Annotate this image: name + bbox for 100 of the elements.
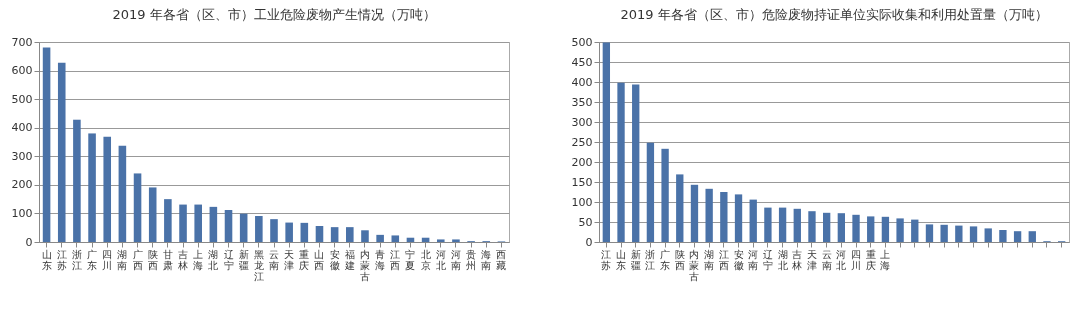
bar [896, 218, 904, 242]
y-tick-label: 50 [578, 215, 593, 229]
x-tick-label: 宁夏 [405, 248, 416, 271]
bar [376, 234, 384, 242]
bar [239, 213, 248, 242]
bar [133, 173, 142, 242]
bar [676, 174, 684, 242]
y-tick-label: 450 [571, 55, 593, 69]
chart-title: 2019 年各省（区、市）工业危险废物产生情况（万吨） [112, 7, 436, 22]
bar [764, 207, 772, 242]
x-tick-label: 重庆 [299, 248, 310, 271]
bar [808, 211, 816, 242]
x-tick-label: 江西 [718, 248, 729, 271]
x-tick-label: 青海 [375, 248, 386, 271]
x-tick-label: 天津 [806, 248, 817, 271]
y-tick-label: 200 [571, 155, 593, 169]
x-tick-label: 湖南 [704, 248, 715, 271]
bar [822, 212, 831, 242]
bar [1013, 231, 1022, 242]
x-tick-label: 上海 [880, 248, 891, 271]
x-tick-label: 辽宁 [762, 248, 773, 271]
y-tick-label: 700 [11, 35, 33, 49]
bar [911, 219, 919, 242]
x-tick-label: 甘肃 [162, 248, 173, 271]
x-tick-label: 西藏 [496, 248, 507, 271]
bar [690, 184, 699, 242]
x-tick-label: 浙江 [645, 248, 656, 271]
x-tick-label: 陕西 [674, 248, 685, 271]
y-tick-label: 150 [571, 175, 593, 189]
bar [73, 119, 81, 242]
x-tick-label: 山东 [41, 248, 52, 271]
x-tick-label: 陕西 [147, 248, 158, 271]
x-tick-label: 河北 [435, 248, 446, 271]
x-tick-label: 重庆 [865, 248, 876, 271]
bar [940, 224, 948, 242]
bar [720, 192, 728, 242]
x-tick-label: 湖南 [117, 248, 128, 271]
bar [194, 204, 202, 242]
x-tick-label: 上海 [193, 248, 204, 271]
y-tick-label: 400 [571, 75, 593, 89]
bar [88, 133, 96, 242]
y-tick-label: 600 [11, 64, 33, 78]
x-tick-label: 云南 [821, 248, 832, 271]
bar [749, 199, 757, 242]
bar [999, 230, 1007, 242]
x-tick-label: 安徽 [733, 248, 744, 271]
x-tick-label: 内蒙古 [689, 248, 700, 282]
bar [346, 227, 354, 242]
x-tick-label: 广东 [660, 248, 671, 271]
x-tick-label: 贵州 [466, 248, 477, 271]
bar [646, 142, 655, 242]
y-tick-label: 250 [571, 135, 593, 149]
bar [452, 239, 460, 242]
x-tick-label: 广西 [132, 248, 143, 271]
x-tick-label: 云南 [269, 248, 279, 271]
bar [955, 225, 963, 242]
bar [881, 216, 890, 242]
bar [224, 210, 233, 242]
bar [661, 148, 669, 242]
bar [391, 235, 400, 242]
x-tick-label: 江西 [390, 248, 401, 271]
bar [852, 214, 860, 242]
bar [270, 219, 278, 242]
x-tick-label: 河南 [450, 248, 461, 271]
y-tick-label: 0 [25, 235, 33, 249]
bar [315, 226, 324, 242]
bar [300, 222, 309, 242]
x-tick-label: 浙江 [71, 248, 82, 271]
x-tick-label: 山东 [616, 248, 627, 271]
bar [778, 207, 787, 242]
bar [1028, 231, 1036, 242]
bar [148, 187, 157, 242]
y-tick-label: 0 [585, 235, 593, 249]
bar [285, 222, 293, 242]
bar [984, 228, 992, 242]
bar [330, 227, 339, 242]
y-tick-label: 500 [11, 92, 33, 106]
x-tick-label: 江苏 [56, 248, 67, 271]
x-tick-label: 黑龙江 [253, 248, 264, 282]
bar [179, 204, 187, 242]
x-tick-label: 广东 [87, 248, 98, 271]
chart-title: 2019 年各省（区、市）危险废物持证单位实际收集和利用处置量（万吨） [620, 7, 1048, 22]
bar [118, 145, 127, 242]
y-tick-label: 300 [571, 115, 593, 129]
bar [361, 230, 369, 242]
x-tick-label: 天津 [284, 248, 295, 271]
x-tick-label: 江苏 [601, 248, 612, 271]
x-tick-label: 吉林 [791, 248, 803, 271]
y-tick-label: 300 [11, 149, 33, 163]
bar [734, 194, 743, 242]
bar [837, 213, 846, 242]
x-tick-label: 河北 [836, 248, 847, 271]
bar [164, 199, 172, 242]
bar [867, 216, 875, 242]
bar [103, 136, 112, 242]
x-tick-label: 山西 [314, 248, 325, 271]
y-tick-label: 100 [11, 206, 33, 220]
bar [255, 216, 263, 242]
bar [617, 82, 625, 242]
x-tick-label: 四川 [102, 248, 113, 271]
